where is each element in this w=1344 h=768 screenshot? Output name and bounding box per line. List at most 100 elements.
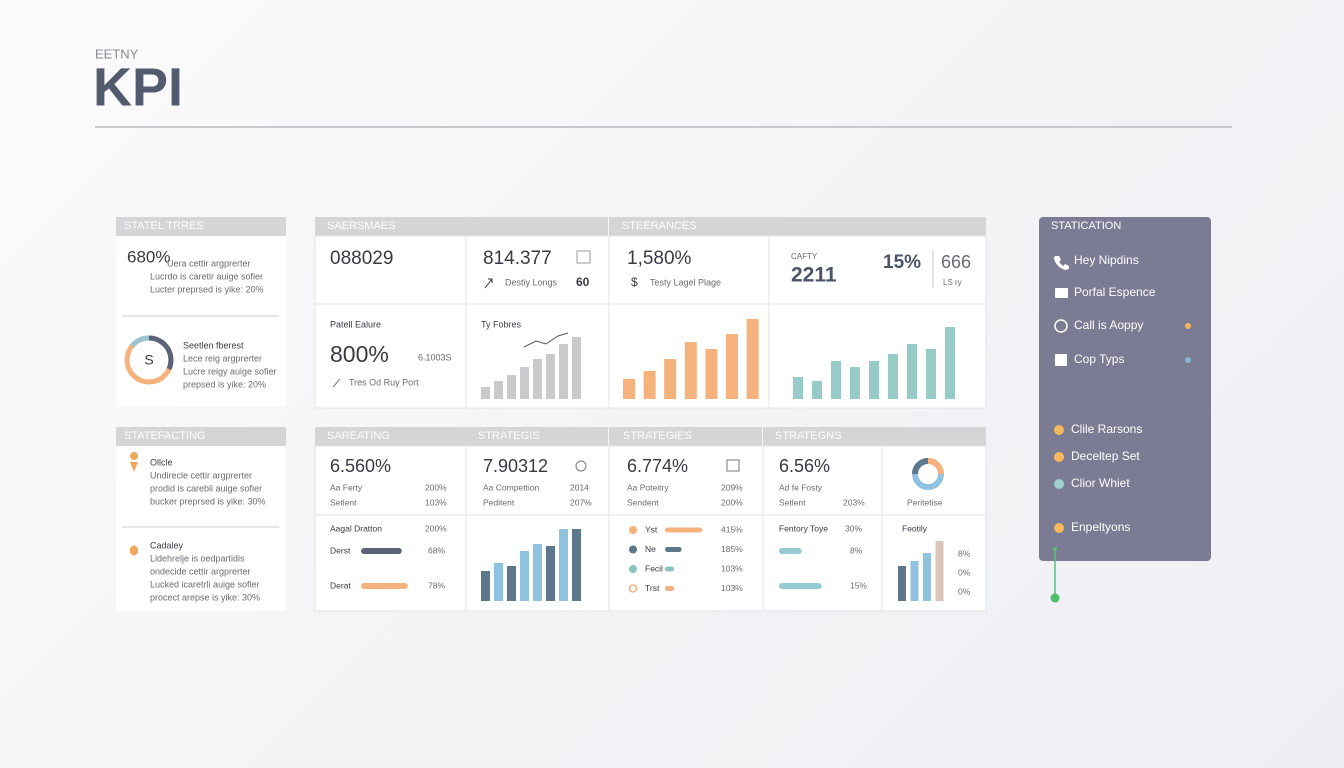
body-text: Lece reig argprerter [183, 353, 262, 363]
grid-header [609, 427, 762, 446]
bar [812, 381, 822, 399]
sidebar-title: STATICATION [1051, 220, 1121, 232]
grid-header-label: STRATEGIES [623, 430, 692, 442]
progress-bar [665, 547, 682, 552]
progress-bar [665, 586, 675, 591]
donut-arc [148, 335, 174, 371]
kpi-value: 6.56% [779, 456, 830, 476]
bar [494, 381, 503, 399]
row-label: Setlent [779, 497, 806, 507]
bar [831, 361, 841, 399]
row-label: Aa Poteitry [627, 482, 669, 492]
sidebar-item: Enpeltyons [1071, 520, 1130, 534]
bar [910, 561, 919, 601]
connector-dot [1053, 547, 1057, 551]
row-value: 103% [721, 563, 743, 573]
pin-icon [130, 452, 139, 472]
arrow-icon [484, 278, 493, 289]
bar [572, 529, 581, 601]
row-label: Aa Ferty [330, 482, 363, 492]
row-value: 68% [428, 545, 445, 555]
body-text: Lucked icaretrli auige sofier [150, 579, 260, 589]
sidebar-item: Deceltep Set [1071, 449, 1140, 463]
bar [850, 367, 860, 399]
row-label: Ne [645, 544, 656, 554]
bar [559, 344, 568, 399]
kpi-value: 6.560% [330, 456, 391, 476]
bar [935, 541, 944, 601]
grid-header [763, 427, 986, 446]
row-value: 8% [850, 545, 863, 555]
body-text: procect arepse is yike: 30% [150, 592, 260, 602]
kpi-value: 088029 [330, 248, 393, 269]
sidebar [1039, 217, 1211, 561]
body-text: Lucter preprsed is yike: 20% [150, 284, 264, 294]
donut-arc [130, 335, 150, 348]
row-label: Ad fe Fosty [779, 482, 823, 492]
item-title: Seetlen fberest [183, 340, 244, 350]
body-text: Lucre reigy auige sofier [183, 366, 277, 376]
bar [726, 334, 738, 399]
icon [576, 250, 591, 264]
sidebar-item: Cop Typs [1074, 352, 1124, 366]
icon [726, 459, 740, 472]
kpi-label: 6.1003S [418, 352, 452, 362]
body-text: bucker preprsed is yike: 30% [150, 496, 266, 506]
row-value: 8% [958, 548, 971, 558]
row-label: Setlent [330, 497, 357, 507]
bar [898, 566, 906, 601]
body-text: Undirecle cettir argprerter [150, 470, 252, 480]
progress-bar [361, 583, 408, 589]
eyebrow: EETNY [95, 46, 139, 61]
sidebar-icons [1054, 425, 1064, 533]
row-value: 200% [721, 497, 743, 507]
kpi-caption: CAFTY [791, 252, 818, 261]
kpi-pct: 15% [883, 252, 921, 273]
grid-header-label: SAREATING [327, 430, 390, 442]
grid-header [609, 217, 986, 236]
badge-icon [130, 545, 138, 556]
kpi-label: Tres Od Ruy Port [349, 377, 419, 387]
status-dot [1185, 323, 1191, 329]
bar [923, 553, 931, 601]
panel [116, 236, 286, 406]
bar [481, 571, 490, 601]
row-label: Fecil [645, 563, 663, 573]
donut-arc [927, 458, 944, 475]
kpi-label: LS ry [943, 278, 962, 287]
row-value: 0% [958, 567, 971, 577]
row-value: 203% [843, 497, 865, 507]
legend-dot [629, 526, 637, 534]
bar [559, 529, 568, 601]
body-text: prodid is carebli auige sofier [150, 483, 262, 493]
bar [869, 361, 879, 399]
bar [520, 367, 529, 399]
body-text: Lucrdo is caretir auige sofier [150, 271, 263, 281]
body-text: Uera cettir argprerter [167, 258, 251, 268]
row-label: Peritetise [907, 497, 943, 507]
stat-value: 680% [127, 247, 170, 266]
panel-title: STATEFACTING [124, 430, 206, 442]
bar [507, 566, 516, 601]
grid-header-label: STRATEGNS [775, 430, 841, 442]
kpi-value: 2211 [791, 264, 837, 287]
bar [705, 349, 718, 399]
bar [507, 375, 516, 399]
row-label: Yst [645, 524, 658, 534]
row-value: 30% [845, 523, 862, 533]
row-value: 103% [425, 497, 447, 507]
donut-arc [912, 458, 929, 475]
kpi-value: 814.377 [483, 248, 552, 269]
row-value: 200% [425, 523, 447, 533]
progress-bar [665, 566, 675, 572]
row-value: 209% [721, 482, 743, 492]
sidebar-item: Clior Whiet [1071, 476, 1130, 490]
bar [533, 359, 542, 399]
row-label: Derst [330, 545, 351, 555]
bar [623, 379, 635, 399]
legend-dot [628, 584, 638, 593]
grid-lines [315, 236, 986, 408]
bar [546, 354, 555, 399]
bar [684, 342, 697, 399]
